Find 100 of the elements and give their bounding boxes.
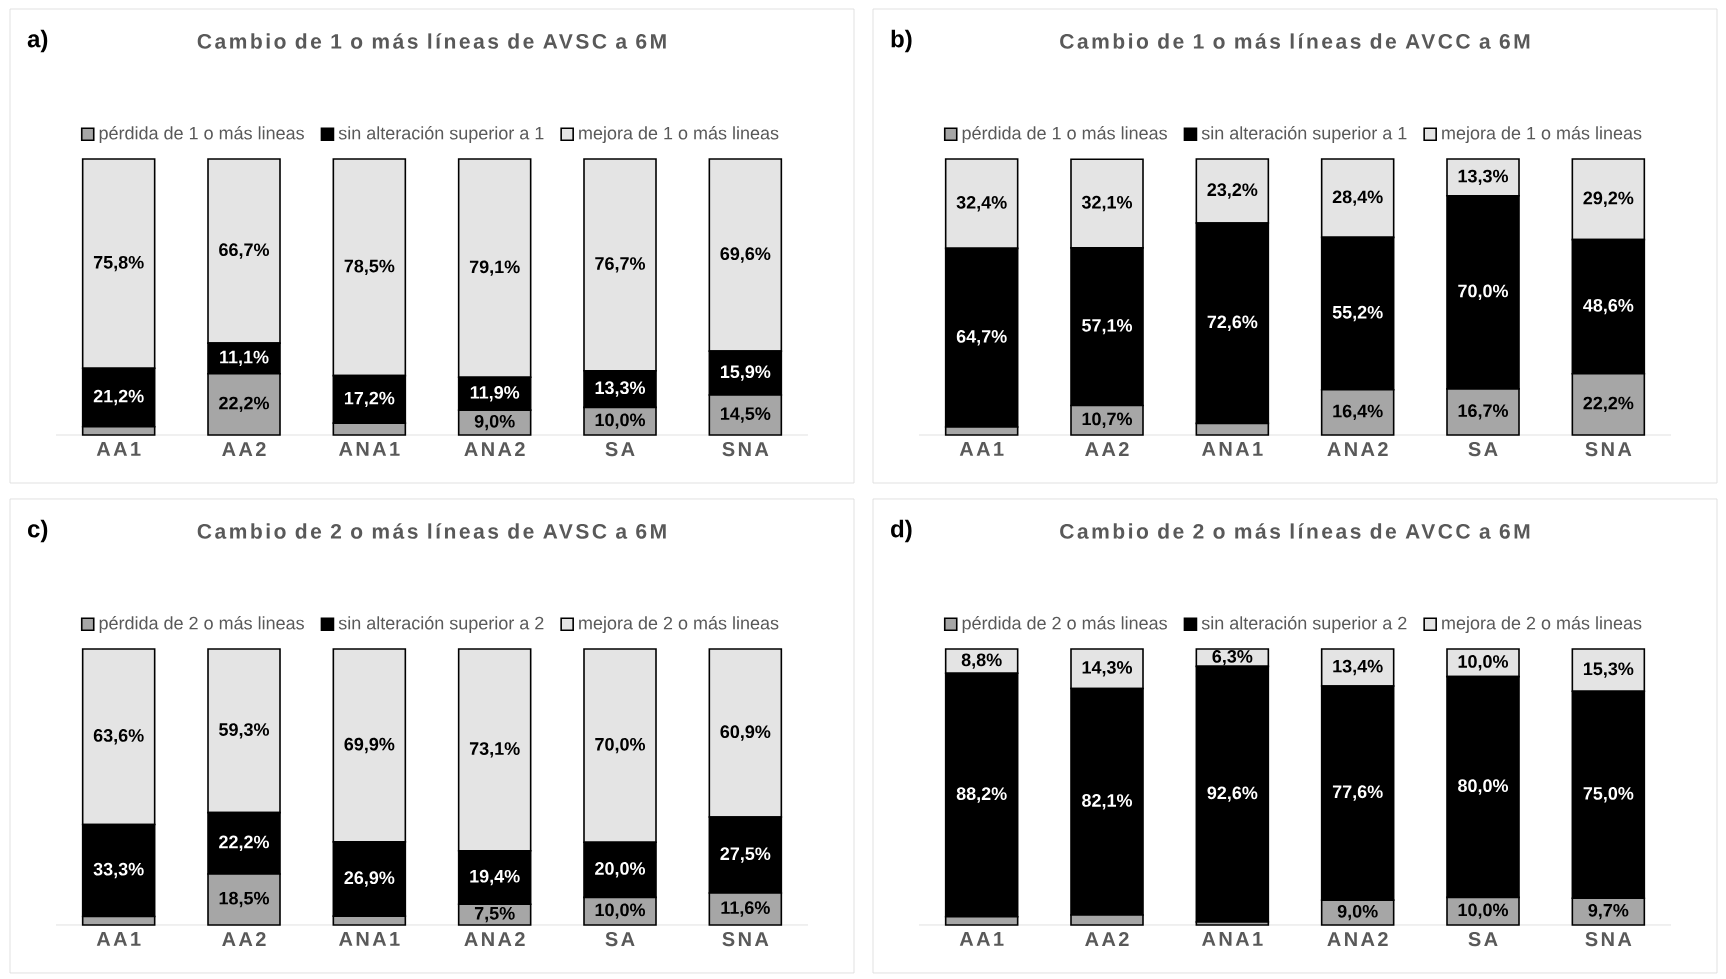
- data-label: 6,3%: [1212, 649, 1253, 666]
- text: b): [891, 29, 912, 53]
- legend-label: pérdida de 2 o más lineas: [962, 616, 1167, 634]
- data-label: 22,2%: [219, 396, 270, 413]
- data-label: 80,0%: [1458, 779, 1509, 795]
- data-label: 10,0%: [595, 413, 646, 429]
- data-label: 92,6%: [1207, 786, 1258, 802]
- legend-label: mejora de 1 o más lineas: [579, 126, 779, 144]
- data-label: 29,2%: [1583, 191, 1634, 207]
- legend-label: pérdida de 1 o más lineas: [99, 126, 304, 144]
- x-tick-label: ANA1: [339, 442, 400, 456]
- data-label: 48,6%: [1583, 298, 1634, 315]
- x-tick-label: ANA2: [1327, 442, 1388, 457]
- data-label: 11,6%: [721, 901, 770, 917]
- data-label: 14,5%: [720, 407, 771, 423]
- data-label: 16,7%: [1458, 404, 1509, 420]
- data-label: 20,0%: [595, 862, 646, 878]
- x-tick-label: SNA: [1585, 932, 1632, 947]
- legend-label: sin alteración superior a 1: [338, 126, 544, 144]
- data-label: 75,0%: [1583, 787, 1634, 803]
- data-label: 26,9%: [344, 871, 395, 887]
- chart-title: Cambio de 1 o más líneas de AVSC a 6M: [197, 33, 666, 49]
- legend-label: sin alteración superior a 2: [1201, 616, 1407, 634]
- legend-label: sin alteración superior a 2: [338, 616, 544, 634]
- x-tick-label: SNA: [722, 442, 769, 457]
- data-label: 79,1%: [469, 260, 520, 276]
- data-label: 76,7%: [595, 257, 646, 273]
- x-tick-label: ANA2: [464, 442, 525, 457]
- x-tick-label: AA1: [959, 442, 1004, 456]
- data-label: 21,2%: [93, 389, 144, 406]
- data-label: 13,4%: [1333, 659, 1383, 676]
- data-label: 17,2%: [344, 391, 395, 408]
- data-label: 66,7%: [219, 243, 270, 259]
- data-label: 23,2%: [1207, 183, 1258, 199]
- data-label: 9,0%: [474, 414, 515, 431]
- legend-label: sin alteración superior a 1: [1201, 126, 1407, 144]
- x-tick-label: AA1: [959, 932, 1004, 946]
- data-label: 77,6%: [1332, 785, 1383, 801]
- x-tick-label: ANA2: [464, 932, 525, 947]
- x-tick-label: ANA1: [1202, 442, 1263, 456]
- chart-title: Cambio de 2 o más líneas de AVCC a 6M: [1060, 523, 1530, 539]
- data-label: 28,4%: [1332, 190, 1383, 206]
- chart-title: Cambio de 2 o más líneas de AVSC a 6M: [197, 523, 666, 539]
- data-label: 27,5%: [720, 847, 771, 863]
- x-tick-label: SNA: [1585, 442, 1632, 457]
- data-label: 11,1%: [220, 350, 269, 367]
- data-label: 57,1%: [1082, 319, 1133, 335]
- data-label: 9,7%: [1588, 903, 1629, 920]
- data-label: 75,8%: [93, 255, 144, 272]
- data-label: 73,1%: [469, 742, 520, 758]
- data-label: 88,2%: [956, 787, 1007, 803]
- x-tick-label: AA1: [96, 932, 141, 946]
- x-tick-label: AA2: [222, 932, 266, 947]
- legend-label: mejora de 1 o más lineas: [1442, 126, 1642, 144]
- data-label: 63,6%: [93, 729, 144, 745]
- data-label: 9,0%: [1337, 904, 1378, 921]
- data-label: 32,4%: [956, 196, 1007, 212]
- data-label: 22,2%: [219, 835, 270, 851]
- data-label: 10,0%: [595, 903, 646, 919]
- data-label: 13,3%: [595, 381, 646, 397]
- x-tick-label: ANA1: [1202, 932, 1263, 946]
- data-label: 59,3%: [219, 723, 270, 739]
- data-label: 64,7%: [956, 330, 1007, 346]
- data-label: 10,7%: [1082, 412, 1133, 428]
- data-label: 32,1%: [1081, 195, 1133, 212]
- data-label: 78,5%: [344, 259, 395, 275]
- data-label: 7,5%: [474, 906, 515, 923]
- x-tick-label: SNA: [722, 932, 769, 947]
- data-label: 10,0%: [1458, 903, 1509, 919]
- data-label: 16,4%: [1333, 404, 1383, 421]
- data-label: 33,3%: [93, 862, 144, 879]
- data-label: 82,1%: [1082, 794, 1133, 810]
- data-label: 14,3%: [1082, 661, 1133, 677]
- x-tick-label: ANA1: [339, 932, 400, 946]
- data-label: 11,9%: [470, 386, 520, 402]
- data-label: 15,9%: [720, 365, 771, 381]
- x-tick-label: SA: [1468, 442, 1498, 457]
- chart-title: Cambio de 1 o más líneas de AVCC a 6M: [1060, 33, 1530, 49]
- data-label: 8,8%: [961, 653, 1002, 669]
- legend-label: mejora de 2 o más lineas: [579, 616, 779, 634]
- x-tick-label: AA1: [96, 442, 141, 456]
- x-tick-label: AA2: [1085, 442, 1129, 457]
- data-label: 55,2%: [1332, 305, 1383, 322]
- data-label: 15,3%: [1583, 662, 1634, 678]
- data-label: 69,9%: [344, 737, 395, 754]
- data-label: 18,5%: [219, 891, 270, 908]
- legend-label: mejora de 2 o más lineas: [1442, 616, 1642, 634]
- data-label: 60,9%: [720, 725, 771, 741]
- data-label: 69,6%: [720, 247, 771, 263]
- x-tick-label: SA: [605, 442, 635, 457]
- legend-label: pérdida de 2 o más lineas: [99, 616, 304, 634]
- text: c): [28, 519, 48, 543]
- data-label: 10,0%: [1458, 655, 1509, 671]
- x-tick-label: AA2: [222, 442, 266, 457]
- x-tick-label: ANA2: [1327, 932, 1388, 947]
- data-label: 22,2%: [1583, 396, 1634, 413]
- data-label: 70,0%: [1458, 284, 1509, 300]
- data-label: 70,0%: [595, 737, 646, 754]
- x-tick-label: AA2: [1085, 932, 1129, 947]
- x-tick-label: SA: [1468, 932, 1498, 947]
